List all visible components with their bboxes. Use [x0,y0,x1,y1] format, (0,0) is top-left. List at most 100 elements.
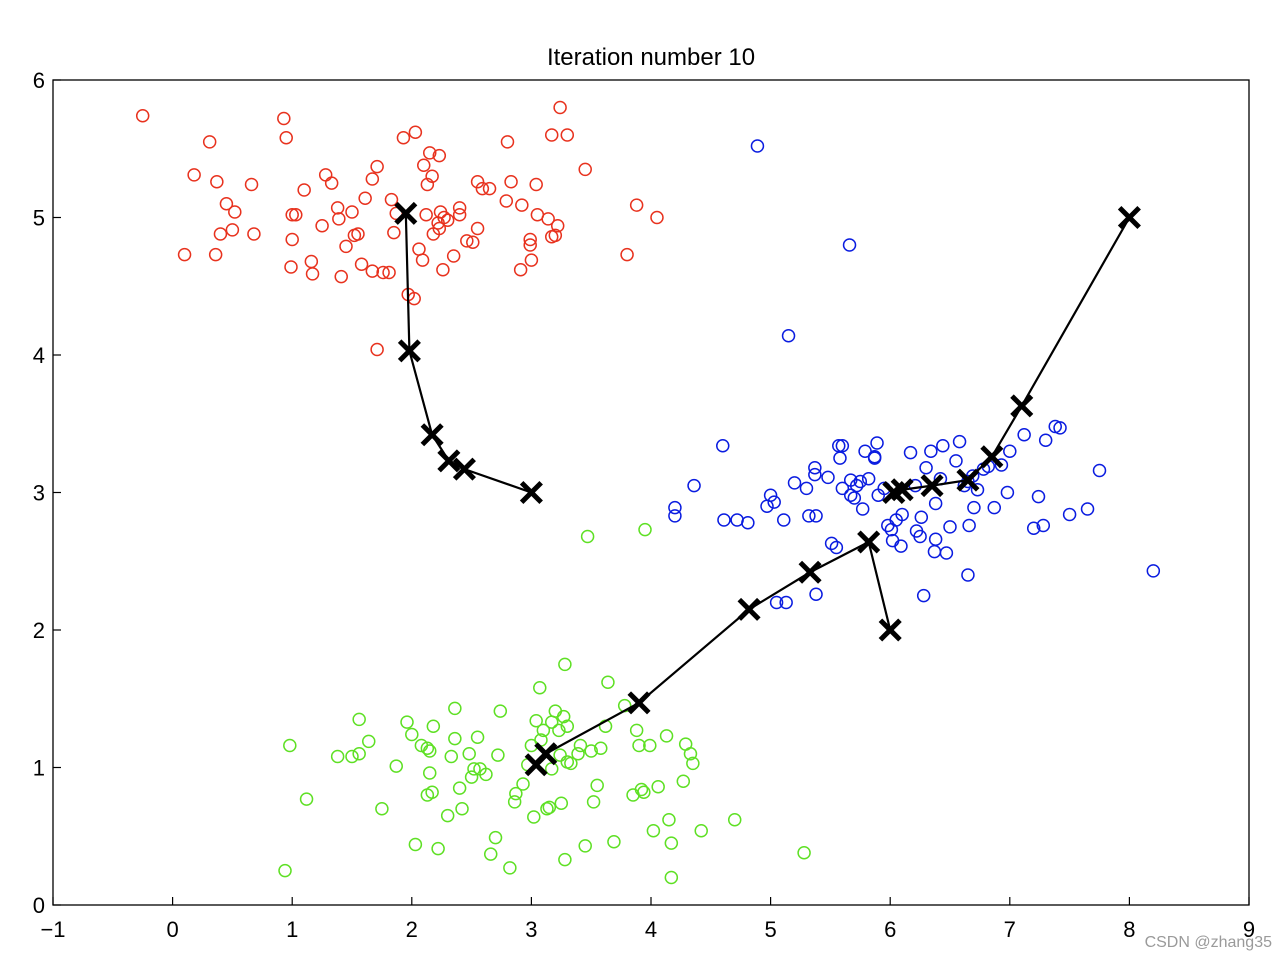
cluster-2-point [763,488,778,502]
cluster-3-point [483,847,498,861]
cluster-3-point [408,837,423,852]
cluster-1-point [389,206,404,221]
cluster-1-point [470,221,485,236]
cluster-1-point [629,198,644,212]
cluster-1-point [432,221,447,236]
cluster-1-point [482,181,497,196]
cluster-2-point [894,539,908,553]
cluster-1-point [440,213,455,227]
x-tick-label: 3 [525,917,537,942]
centroid-path-2 [882,205,1141,505]
cluster-3-point [529,714,543,728]
cluster-2-point [799,481,814,496]
centroid-marker-stroke [878,618,902,642]
cluster-1-point [504,175,518,189]
cluster-2-point [808,461,822,475]
centroid-marker [798,560,822,584]
cluster-3-point [425,785,439,799]
cluster-3-point [278,863,292,878]
cluster-1-point [370,159,384,174]
cluster-1-point [202,135,217,149]
cluster-1-point [376,265,390,280]
cluster-3-point [479,767,493,782]
cluster-1-point [279,131,293,145]
cluster-2-point [936,439,950,453]
centroid-marker-stroke [437,449,461,473]
centroid-marker [882,480,906,505]
cluster-3-point [594,741,608,755]
cluster-2-point [914,510,929,524]
centroid-marker [394,201,418,225]
cluster-1-point [387,225,401,240]
cluster-3-point [676,774,691,788]
cluster-3-point [452,781,467,795]
cluster-2-point [895,507,909,522]
cluster-2-point [835,481,850,496]
centroid-marker-stroke [519,480,543,505]
cluster-3-point [573,738,588,753]
y-tick-label: 0 [33,893,45,918]
cluster-1-point [550,219,565,233]
cluster-2-point [847,491,862,505]
x-axis-ticks: −1 0 1 2 3 4 5 6 7 8 9 [40,897,1255,942]
cluster-1-point [358,191,372,205]
x-tick-label: 8 [1123,917,1135,942]
cluster-3-point [586,795,601,809]
cluster-1-point [347,228,362,243]
cluster-2-point [949,454,963,468]
cluster-3-point [352,747,366,761]
cluster-2-point [1053,421,1067,435]
cluster-2-point [1092,463,1107,478]
cluster-2-point [1036,518,1051,533]
centroid-path-1-line [404,213,532,494]
cluster-3-point [578,839,592,853]
centroid-marker [1117,205,1141,230]
cluster-3-point [683,747,698,761]
cluster-2-point [829,540,844,555]
cluster-3-point [491,748,505,762]
centroid-marker [1010,394,1034,418]
cluster-2-point [787,476,802,490]
cluster-1-point [244,177,259,192]
cluster-1-point [330,201,345,215]
cluster-2-point [767,495,781,509]
cluster-1-point [228,205,242,219]
cluster-2-point [808,467,822,482]
cluster-1-point [475,181,490,196]
cluster-1-point [304,254,319,269]
x-tick-label: 6 [884,917,896,942]
cluster-3-point [375,802,389,816]
centroid-marker-stroke [798,560,822,584]
cluster-2-point [741,516,755,530]
cluster-1-point [553,100,567,115]
cluster-3-point [584,744,598,758]
cluster-3-point [664,870,679,885]
data-series [135,100,1161,885]
centroid-marker [437,449,461,473]
cluster-3-point [352,712,366,727]
cluster-2-point [903,445,918,460]
cluster-3-point [556,709,571,724]
cluster-3-point [527,810,541,824]
cluster-1-point [315,219,329,233]
cluster-3-point [560,719,575,733]
cluster-1-point [437,210,451,225]
centroid-marker-stroke [420,423,444,447]
cluster-1-point [560,128,575,142]
cluster-3-point [629,723,644,738]
cluster-3-point [444,749,459,764]
cluster-3-point [426,719,441,733]
centroid-marker-stroke [1010,394,1034,418]
cluster-3-point [361,734,376,749]
cluster-2-point [870,436,884,450]
x-tick-label: 2 [406,917,418,942]
cluster-2-point [927,544,942,559]
cluster-1-point [365,264,380,278]
cluster-2-point [769,595,784,610]
cluster-2-point [687,478,701,493]
cluster-3-point [580,529,595,544]
cluster-1-point [177,247,192,262]
cluster-1-point [219,197,234,211]
cluster-3-point [727,813,742,827]
centroid-marker [627,691,651,715]
